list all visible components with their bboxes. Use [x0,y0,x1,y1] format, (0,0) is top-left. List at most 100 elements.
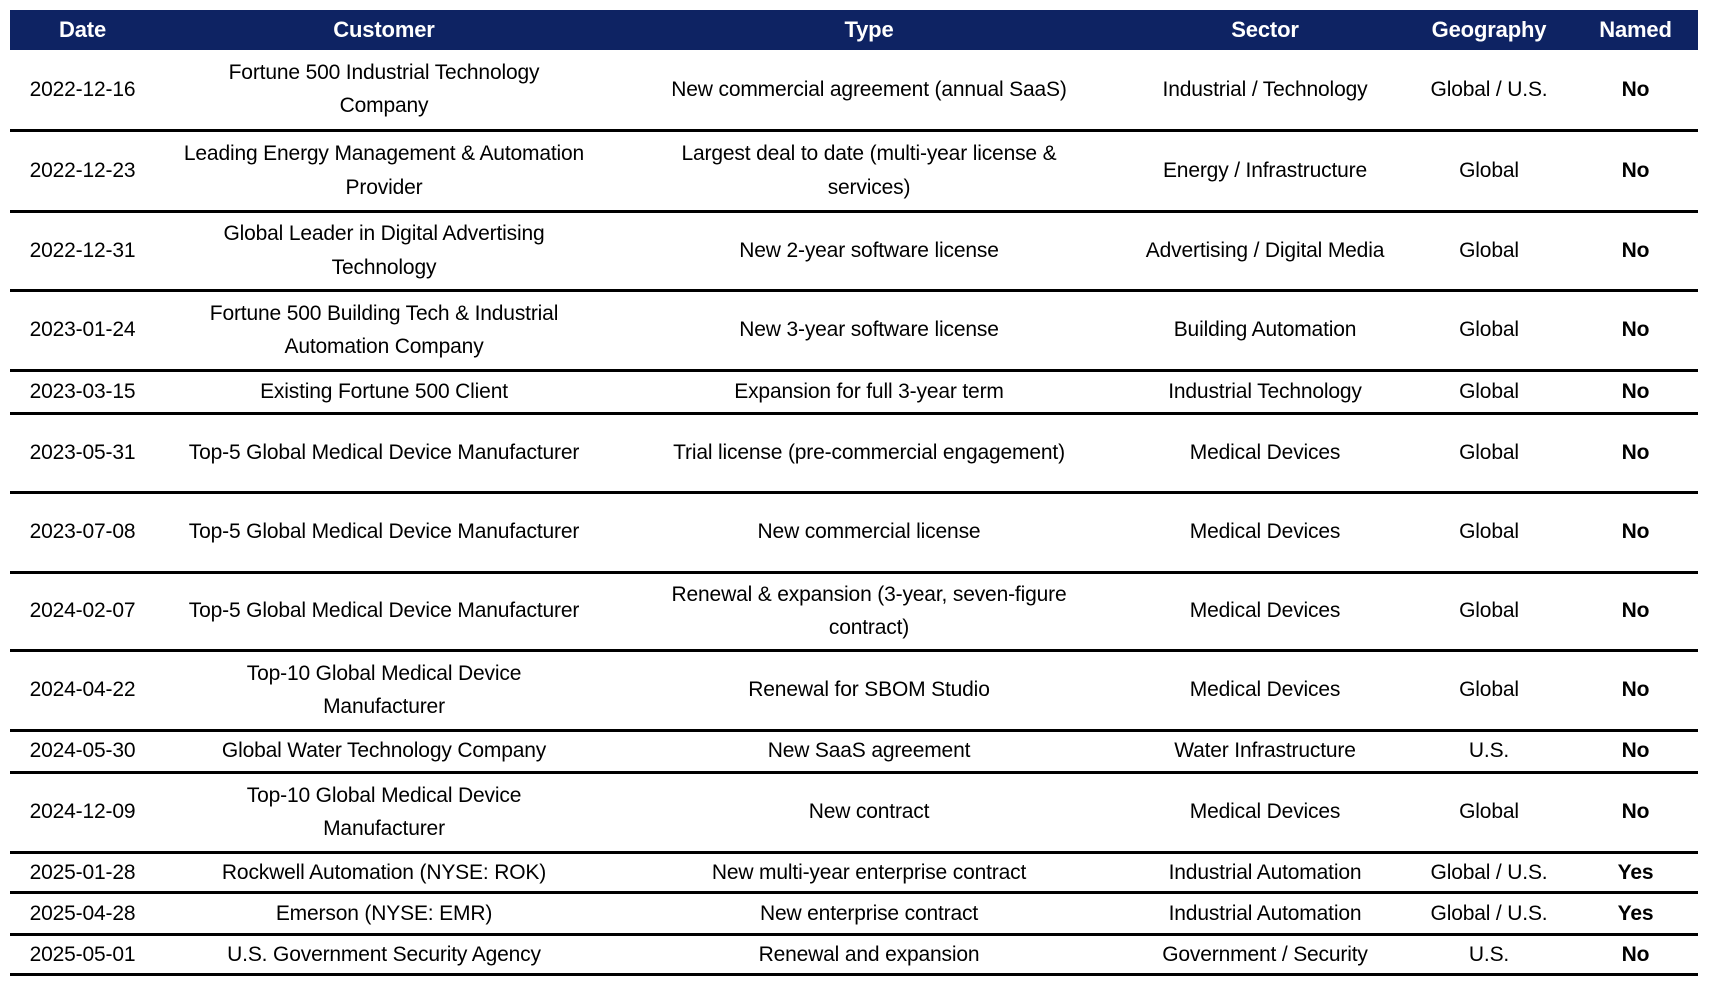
cell-named: No [1621,318,1650,342]
cell-type: New enterprise contract [759,901,979,925]
cell-geography: U.S. [1468,739,1510,763]
cell-sector: Industrial / Technology [1162,77,1368,101]
cell-sector: Energy / Infrastructure [1162,158,1368,182]
cell-customer: Top-5 Global Medical Device Manufacturer [188,520,580,544]
cell-sector: Medical Devices [1189,800,1341,824]
customer-deals-table-container: Date Customer Type Sector Geography Name… [10,10,1698,976]
cell-geography: Global [1459,318,1519,342]
cell-sector: Industrial Automation [1168,901,1362,925]
cell-customer: Fortune 500 Building Tech & Industrial A… [209,301,559,358]
cell-geography: Global [1459,440,1519,464]
cell-type: New contract [808,800,930,824]
cell-date: 2023-07-08 [29,520,136,544]
table-header: Date Customer Type Sector Geography Name… [10,10,1698,50]
cell-type: New 3-year software license [739,318,999,342]
table-body: 2022-12-16 Fortune 500 Industrial Techno… [10,50,1698,975]
cell-named: No [1621,678,1650,702]
cell-date: 2022-12-16 [29,77,136,101]
cell-type: Expansion for full 3-year term [734,379,1004,403]
cell-type: New multi-year enterprise contract [711,860,1027,884]
cell-named: No [1621,77,1650,101]
cell-customer: Fortune 500 Industrial Technology Compan… [228,61,540,118]
header-row: Date Customer Type Sector Geography Name… [10,10,1698,50]
cell-geography: Global [1459,520,1519,544]
cell-named: No [1621,520,1650,544]
cell-customer: U.S. Government Security Agency [227,942,541,966]
cell-sector: Advertising / Digital Media [1145,238,1385,262]
cell-date: 2024-04-22 [29,678,136,702]
cell-customer: Leading Energy Management & Automation P… [183,142,585,199]
cell-type: New 2-year software license [739,238,999,262]
table-row: 2023-01-24 Fortune 500 Building Tech & I… [10,290,1698,370]
cell-type: Renewal & expansion (3-year, seven-figur… [671,582,1067,639]
cell-geography: Global [1459,238,1519,262]
cell-geography: U.S. [1468,942,1510,966]
cell-customer: Top-10 Global Medical Device Manufacture… [246,661,522,718]
cell-sector: Building Automation [1173,318,1357,342]
cell-date: 2024-05-30 [29,739,136,763]
cell-customer: Top-5 Global Medical Device Manufacturer [188,440,580,464]
table-row: 2025-04-28 Emerson (NYSE: EMR) New enter… [10,892,1698,935]
cell-date: 2022-12-23 [29,158,136,182]
cell-date: 2024-02-07 [29,599,136,623]
column-header-customer: Customer [333,17,435,42]
cell-customer: Top-10 Global Medical Device Manufacture… [246,783,522,840]
table-row: 2024-12-09 Top-10 Global Medical Device … [10,772,1698,852]
cell-geography: Global [1459,599,1519,623]
column-header-sector: Sector [1231,17,1299,42]
column-header-geography: Geography [1431,17,1547,42]
customer-deals-table: Date Customer Type Sector Geography Name… [10,10,1698,976]
cell-named: No [1621,739,1650,763]
cell-geography: Global [1459,678,1519,702]
cell-geography: Global [1459,800,1519,824]
cell-named: No [1621,942,1650,966]
cell-date: 2024-12-09 [29,800,136,824]
column-header-type: Type [844,17,894,42]
cell-sector: Industrial Technology [1168,379,1362,403]
cell-type: New commercial license [757,520,981,544]
cell-date: 2023-05-31 [29,440,136,464]
table-row: 2024-02-07 Top-5 Global Medical Device M… [10,572,1698,650]
cell-named: Yes [1617,901,1654,925]
cell-customer: Emerson (NYSE: EMR) [275,901,493,925]
cell-geography: Global / U.S. [1430,901,1548,925]
cell-named: Yes [1617,860,1654,884]
table-row: 2022-12-23 Leading Energy Management & A… [10,130,1698,211]
cell-sector: Medical Devices [1189,678,1341,702]
cell-date: 2023-01-24 [29,318,136,342]
column-header-named: Named [1599,17,1672,42]
cell-sector: Medical Devices [1189,520,1341,544]
cell-customer: Existing Fortune 500 Client [260,379,508,403]
cell-type: New commercial agreement (annual SaaS) [671,77,1067,101]
table-row: 2025-05-01 U.S. Government Security Agen… [10,934,1698,975]
cell-customer: Global Leader in Digital Advertising Tec… [223,222,545,279]
cell-customer: Global Water Technology Company [221,739,547,763]
cell-named: No [1621,379,1650,403]
cell-geography: Global / U.S. [1430,77,1548,101]
cell-geography: Global [1459,158,1519,182]
cell-date: 2025-01-28 [29,860,136,884]
cell-sector: Water Infrastructure [1174,739,1356,763]
cell-named: No [1621,440,1650,464]
cell-date: 2023-03-15 [29,379,136,403]
cell-geography: Global [1459,379,1519,403]
table-row: 2022-12-31 Global Leader in Digital Adve… [10,211,1698,290]
column-header-date: Date [58,17,107,42]
cell-type: Trial license (pre-commercial engagement… [673,440,1065,464]
table-row: 2022-12-16 Fortune 500 Industrial Techno… [10,50,1698,130]
cell-date: 2022-12-31 [29,238,136,262]
table-row: 2024-04-22 Top-10 Global Medical Device … [10,650,1698,730]
cell-customer: Top-5 Global Medical Device Manufacturer [188,599,580,623]
cell-named: No [1621,599,1650,623]
table-row: 2025-01-28 Rockwell Automation (NYSE: RO… [10,852,1698,893]
cell-sector: Medical Devices [1189,440,1341,464]
cell-sector: Industrial Automation [1168,860,1362,884]
cell-geography: Global / U.S. [1430,860,1548,884]
cell-type: Renewal and expansion [758,942,980,966]
cell-sector: Medical Devices [1189,599,1341,623]
table-row: 2023-07-08 Top-5 Global Medical Device M… [10,492,1698,572]
cell-date: 2025-05-01 [29,942,136,966]
cell-sector: Government / Security [1162,942,1368,966]
table-row: 2024-05-30 Global Water Technology Compa… [10,730,1698,772]
cell-type: Largest deal to date (multi-year license… [681,142,1057,199]
